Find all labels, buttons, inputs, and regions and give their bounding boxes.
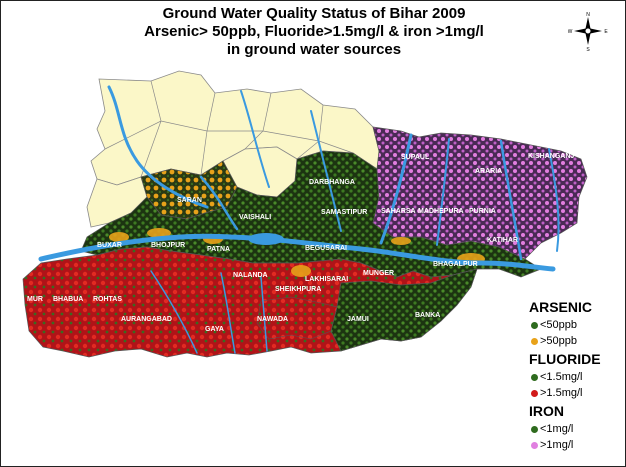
- legend-arsenic-low: <50ppb: [531, 319, 577, 331]
- legend-arsenic-low-swatch: [531, 321, 538, 329]
- legend-iron-heading: IRON: [529, 403, 564, 419]
- compass-west-label: W: [568, 29, 573, 35]
- label-nalanda: NALANDA: [233, 272, 268, 279]
- compass-east-label: E: [604, 29, 608, 35]
- legend-fluoride-high-swatch: [531, 389, 538, 397]
- label-araria: ARARIA: [475, 168, 502, 175]
- label-lakhisarai: LAKHISARAI: [305, 276, 348, 283]
- legend-arsenic-high-swatch: [531, 337, 538, 345]
- label-patna: PATNA: [207, 246, 230, 253]
- river-lake: [248, 233, 284, 245]
- label-saran: SARAN: [177, 197, 202, 204]
- label-sheikhpura: SHEIKHPURA: [275, 286, 321, 293]
- legend-arsenic-low-label: <50ppb: [540, 319, 578, 331]
- legend-fluoride-heading: FLUORIDE: [529, 351, 601, 367]
- legend-iron-low: <1mg/l: [531, 423, 573, 435]
- label-aurangabad: AURANGABAD: [121, 316, 172, 323]
- legend-iron-high-label: >1mg/l: [540, 439, 574, 451]
- label-samastipur: SAMASTIPUR: [321, 209, 367, 216]
- label-munger: MUNGER: [363, 270, 394, 277]
- label-bhojpur: BHOJPUR: [151, 242, 185, 249]
- map-title-line-1: Ground Water Quality Status of Bihar 200…: [162, 5, 466, 22]
- compass-rose-icon: N S E W: [568, 12, 608, 51]
- compass-north-label: N: [586, 12, 590, 18]
- legend-arsenic-high-label: >50ppb: [540, 335, 578, 347]
- label-rohtas: ROHTAS: [93, 296, 122, 303]
- label-vaishali: VAISHALI: [239, 214, 271, 221]
- label-madhepura: MADHEPURA: [418, 208, 464, 215]
- label-jamui: JAMUI: [347, 316, 369, 323]
- legend-fluoride-high-label: >1.5mg/l: [540, 387, 583, 399]
- district-boundaries-north: [104, 80, 354, 178]
- legend-iron-high-swatch: [531, 441, 538, 449]
- label-darbhanga: DARBHANGA: [309, 179, 355, 186]
- legend-iron-high: >1mg/l: [531, 439, 573, 451]
- legend-iron-low-swatch: [531, 425, 538, 433]
- legend-fluoride-low-label: <1.5mg/l: [540, 371, 583, 383]
- map-title-line-2: Arsenic> 50ppb, Fluoride>1.5mg/l & iron …: [144, 23, 484, 40]
- label-nawada: NAWADA: [257, 316, 288, 323]
- map-title-line-3: in ground water sources: [226, 41, 402, 58]
- legend-fluoride-low: <1.5mg/l: [531, 371, 583, 383]
- label-kaimur: MUR: [27, 296, 43, 303]
- label-buxar: BUXAR: [97, 242, 122, 249]
- legend-iron-low-label: <1mg/l: [540, 423, 574, 435]
- river-network: [38, 85, 560, 354]
- label-bhagalpur: BHAGALPUR: [433, 261, 478, 268]
- label-saharsa: SAHARSA: [381, 208, 416, 215]
- label-purnia: PURNIA: [469, 208, 496, 215]
- label-bhabua: BHABUA: [53, 296, 83, 303]
- label-banka: BANKA: [415, 312, 440, 319]
- legend-arsenic-high: >50ppb: [531, 335, 577, 347]
- legend-fluoride-low-swatch: [531, 373, 538, 381]
- region-green-south-east: [330, 268, 478, 352]
- label-katihar: KATIHAR: [487, 237, 518, 244]
- legend-arsenic-heading: ARSENIC: [529, 299, 593, 315]
- compass-south-label: S: [586, 47, 590, 51]
- region-iron-northeast: [372, 126, 588, 260]
- region-red-nawada: [256, 296, 338, 340]
- label-supaul: SUPAUL: [401, 154, 430, 161]
- label-gaya: GAYA: [205, 326, 224, 333]
- label-kishanganj: KISHANGANJ: [528, 153, 574, 160]
- legend-fluoride-high: >1.5mg/l: [531, 387, 583, 399]
- label-begusarai: BEGUSARAI: [305, 245, 347, 252]
